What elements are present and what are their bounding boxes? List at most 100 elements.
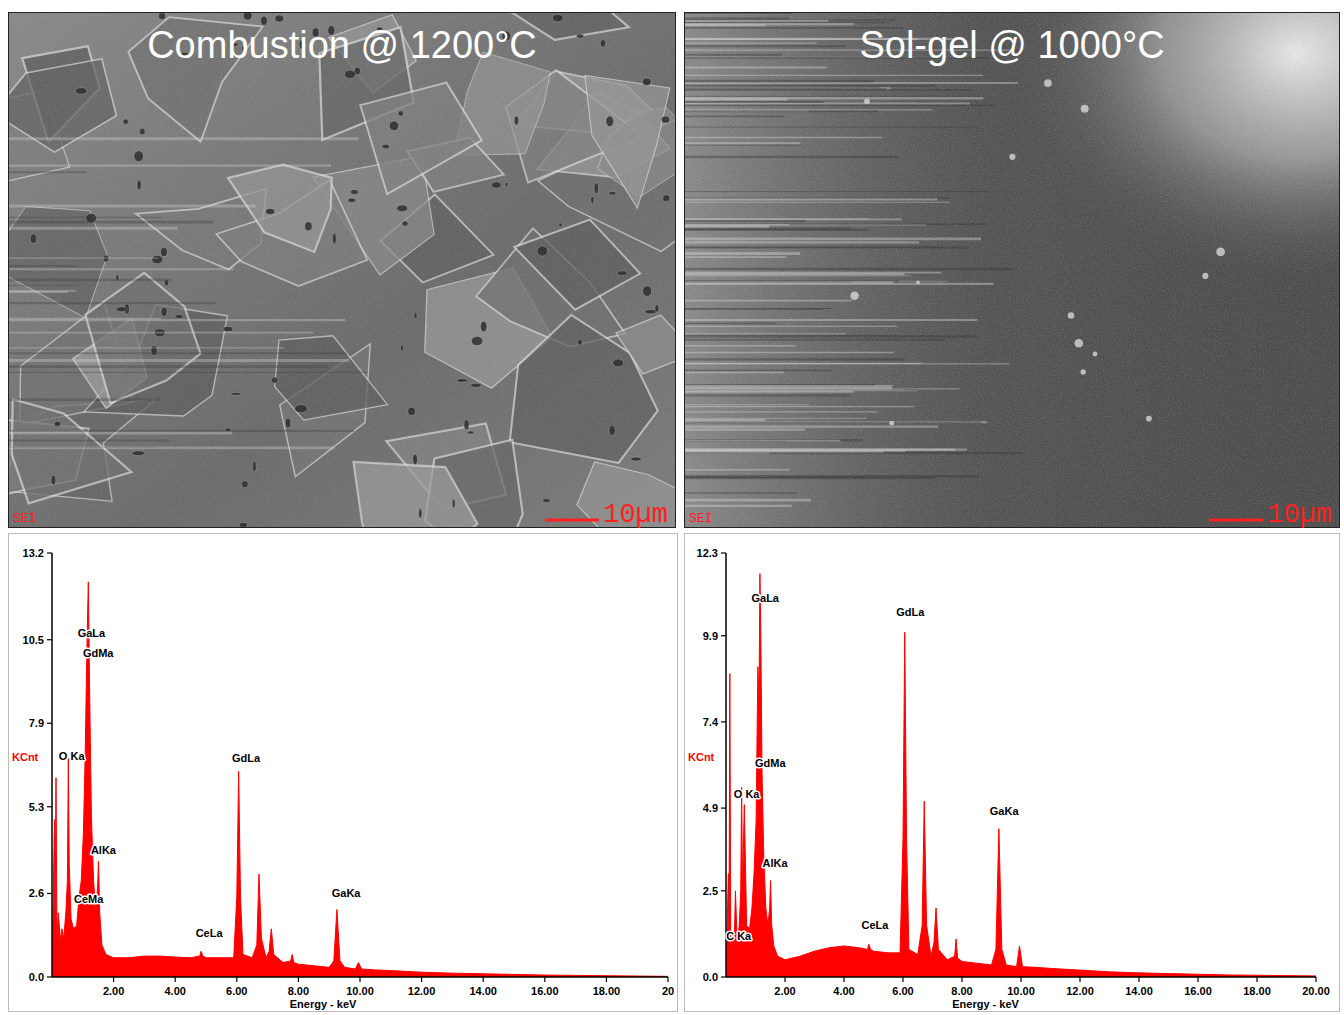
x-tick: [236, 977, 237, 982]
spectrum: [726, 574, 1316, 977]
peak-label: GaKa: [990, 805, 1020, 817]
peak-label: CeMa: [74, 893, 104, 905]
sem-image: [8, 12, 676, 528]
x-tick: [1079, 977, 1080, 982]
y-tick-label: 7.4: [703, 716, 719, 728]
y-tick-label: 10.5: [23, 634, 44, 646]
y-tick: [721, 552, 726, 553]
x-tick-label: 18.00: [593, 985, 621, 997]
y-tick: [47, 552, 52, 553]
x-tick-label: 12.00: [408, 985, 436, 997]
x-tick-label: 20: [662, 985, 674, 997]
peak-label: AlKa: [91, 844, 117, 856]
peak-label: GdLa: [232, 752, 261, 764]
x-tick: [667, 977, 668, 982]
x-tick: [298, 977, 299, 982]
sem-background: [684, 12, 1340, 528]
sem-image: [684, 12, 1340, 528]
x-tick: [784, 977, 785, 982]
spectrum: [52, 582, 668, 977]
y-tick: [721, 635, 726, 636]
spectrum-panel: [9, 534, 678, 1012]
x-tick-label: 18.00: [1243, 985, 1271, 997]
sem-shading: [8, 12, 676, 528]
sem-noise: [8, 12, 676, 528]
x-axis-label: Energy - keV: [290, 998, 357, 1010]
image-frame: [9, 13, 676, 528]
plot-area: [52, 582, 668, 977]
x-tick: [902, 977, 903, 982]
peak-label: C Ka: [726, 930, 752, 942]
detector-label: SEI: [13, 511, 36, 526]
x-tick: [421, 977, 422, 982]
x-axis-label: Energy - keV: [952, 998, 1019, 1010]
y-tick-label: 2.6: [29, 887, 44, 899]
x-tick: [961, 977, 962, 982]
x-tick-label: 8.00: [951, 985, 972, 997]
y-tick-label: 12.3: [697, 547, 718, 559]
y-axis-label: KCnt: [12, 751, 39, 763]
y-tick-label: 0.0: [29, 971, 44, 983]
y-tick-label: 13.2: [23, 547, 44, 559]
x-tick: [1256, 977, 1257, 982]
sem-bright-area: [684, 12, 1340, 528]
x-tick-label: 16.00: [1184, 985, 1212, 997]
x-tick-label: 4.00: [833, 985, 854, 997]
peak-label: CeLa: [862, 919, 890, 931]
x-tick: [1138, 977, 1139, 982]
x-tick-label: 20.00: [1302, 985, 1330, 997]
x-tick-label: 16.00: [531, 985, 559, 997]
peak-label: GdLa: [896, 606, 925, 618]
x-tick: [1197, 977, 1198, 982]
x-tick-label: 12.00: [1066, 985, 1094, 997]
y-tick: [721, 721, 726, 722]
peak-label: GaLa: [751, 592, 779, 604]
sem-noise: [684, 12, 1340, 528]
x-tick: [113, 977, 114, 982]
scale-bar: [545, 519, 599, 522]
sem-left-shading: [684, 12, 1340, 528]
scale-bar-label: 10µm: [1267, 500, 1332, 530]
y-tick: [47, 806, 52, 807]
plot-area: [726, 574, 1316, 977]
y-tick: [47, 893, 52, 894]
scale-bar-label: 10µm: [603, 500, 668, 530]
x-tick-label: 6.00: [226, 985, 247, 997]
x-tick: [359, 977, 360, 982]
x-tick: [1020, 977, 1021, 982]
image-title: Sol-gel @ 1000°C: [859, 24, 1164, 66]
y-axis: [51, 553, 53, 977]
y-tick: [47, 976, 52, 977]
y-tick-label: 0.0: [703, 971, 718, 983]
x-tick: [843, 977, 844, 982]
image-frame: [685, 13, 1340, 528]
y-axis: [725, 553, 727, 977]
peak-label: AlKa: [762, 857, 788, 869]
y-tick: [47, 723, 52, 724]
y-tick-label: 9.9: [703, 630, 718, 642]
peak-label: GdMa: [83, 647, 114, 659]
x-tick-label: 10.00: [346, 985, 374, 997]
y-tick-label: 4.9: [703, 802, 718, 814]
x-tick-label: 4.00: [164, 985, 185, 997]
peak-label: GaLa: [78, 627, 106, 639]
y-tick: [721, 976, 726, 977]
peak-label: GdMa: [755, 757, 786, 769]
y-tick-label: 5.3: [29, 801, 44, 813]
y-tick-label: 7.9: [29, 717, 44, 729]
x-tick-label: 8.00: [288, 985, 309, 997]
x-tick-label: 2.00: [774, 985, 795, 997]
x-tick-label: 6.00: [892, 985, 913, 997]
sem-background: [8, 12, 676, 528]
x-tick: [606, 977, 607, 982]
peak-label: O Ka: [734, 788, 761, 800]
detector-label: SEI: [689, 511, 712, 526]
x-tick: [175, 977, 176, 982]
x-tick: [544, 977, 545, 982]
y-tick: [721, 807, 726, 808]
peak-label: O Ka: [59, 750, 86, 762]
scale-bar: [1209, 519, 1263, 522]
x-tick-label: 14.00: [1125, 985, 1153, 997]
y-tick: [721, 890, 726, 891]
figure: Combustion @ 1200°CSEI10µmSol-gel @ 1000…: [0, 0, 1344, 1015]
